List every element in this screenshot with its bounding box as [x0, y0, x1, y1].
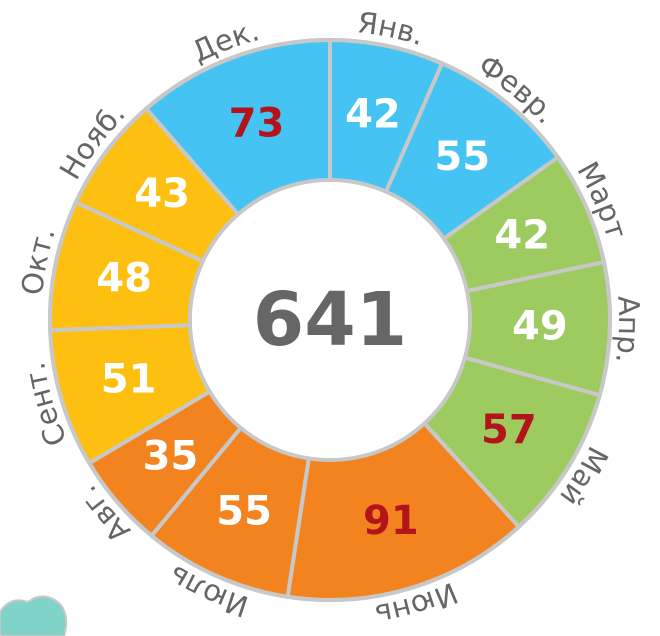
- ring-border: [48, 38, 612, 602]
- decoration: [0, 595, 68, 636]
- center: [192, 182, 468, 458]
- value-label: 49: [512, 304, 568, 350]
- value-label: 43: [134, 171, 190, 217]
- value-label: 55: [216, 489, 272, 535]
- month-label: Апр.: [609, 295, 646, 366]
- value-label: 51: [101, 356, 157, 402]
- month-label-path: Апр.: [609, 295, 646, 366]
- value-label: 42: [494, 212, 550, 258]
- value-label: 57: [481, 407, 537, 453]
- value-label: 55: [434, 134, 490, 180]
- total: 641: [253, 277, 407, 363]
- value-label: 42: [345, 91, 401, 137]
- value-label: 35: [143, 434, 199, 480]
- value-label: 91: [363, 498, 419, 544]
- value-label: 73: [229, 100, 285, 146]
- value-label: 48: [96, 256, 152, 302]
